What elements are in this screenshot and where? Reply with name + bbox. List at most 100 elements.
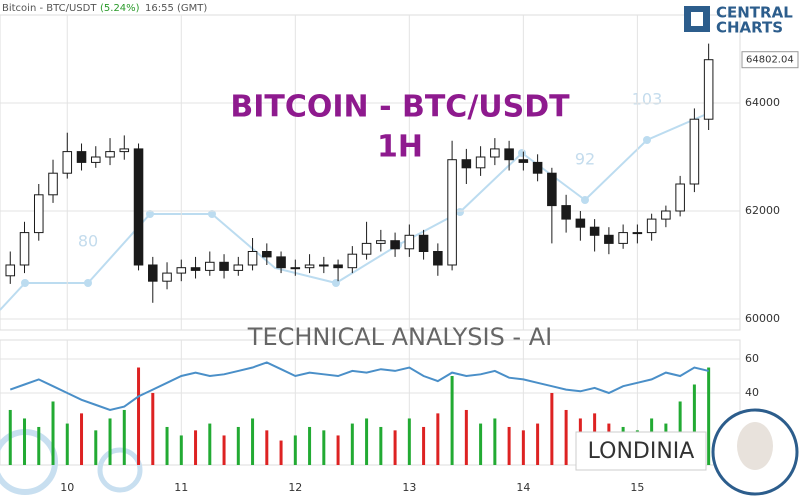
header-symbol: Bitcoin - BTC/USDT (2, 3, 97, 14)
decor-label: 103 (632, 90, 663, 109)
header-change: (5.24%) (100, 3, 140, 14)
volume-bar (379, 426, 383, 465)
candle-body (461, 159, 472, 169)
volume-bar (450, 376, 454, 465)
volume-bar (707, 367, 711, 465)
candle-body (532, 161, 543, 174)
candle-body (19, 232, 30, 266)
volume-bar (507, 426, 511, 465)
volume-bar (265, 430, 269, 465)
volume-bar (65, 423, 69, 465)
volume-bar (564, 409, 568, 465)
candle-body (390, 240, 400, 250)
logo-line: CHARTS (716, 19, 783, 37)
candle-body (604, 234, 614, 244)
volume-bar (108, 418, 112, 465)
volume-bar (179, 435, 183, 465)
volume-bar (293, 435, 297, 465)
candle-body (133, 148, 144, 266)
candle-body (675, 183, 685, 212)
candle-body (148, 264, 158, 282)
volume-bar (336, 435, 340, 465)
volume-bar (122, 409, 126, 465)
x-tick-label: 10 (60, 481, 74, 494)
volume-bar (165, 426, 169, 465)
volume-bar (23, 418, 27, 465)
candle-body (304, 264, 315, 269)
volume-bar (393, 430, 397, 465)
volume-bar (692, 384, 696, 465)
candle-body (5, 264, 16, 277)
candle-body (190, 267, 201, 271)
decor-label: 92 (575, 150, 595, 169)
candle-body (319, 264, 329, 267)
logo-icon-inner (691, 12, 703, 26)
y-tick-label: 40 (745, 386, 759, 399)
volume-bar (137, 367, 141, 465)
candle-body (162, 272, 172, 282)
volume-bar (279, 440, 283, 465)
candle-body (176, 267, 187, 274)
volume-bar (251, 418, 255, 465)
logo-line: CENTRAL (716, 4, 793, 22)
candle-body (48, 172, 58, 196)
volume-bar (94, 430, 98, 465)
volume-bar (350, 423, 354, 465)
candle-body (404, 234, 415, 250)
y-tick-label: 64000 (745, 96, 780, 109)
main-panel (0, 14, 741, 331)
candle-body (661, 210, 671, 220)
volume-bar (521, 430, 525, 465)
candle-body (418, 234, 429, 252)
candle-body (561, 205, 571, 220)
chart-subtitle: 1H (377, 130, 423, 165)
candle-body (518, 159, 529, 163)
last-price-label: 64802.04 (746, 55, 794, 66)
candle-body (205, 261, 215, 271)
y-tick-label: 60000 (745, 312, 780, 325)
candle-body (290, 267, 301, 270)
volume-bar (550, 392, 554, 465)
chart-title: BITCOIN - BTC/USDT (230, 90, 570, 125)
candle-body (547, 172, 557, 207)
candle-body (276, 256, 286, 269)
volume-bar (422, 426, 426, 465)
decor-circle (97, 447, 143, 493)
brand-box (575, 431, 707, 471)
candle-body (632, 232, 643, 235)
candle-body (62, 151, 73, 174)
candle-body (475, 156, 486, 169)
avatar-face (737, 422, 773, 470)
candle-body (689, 118, 700, 185)
header-time: 16:55 (GMT) (145, 3, 207, 14)
volume-bar (236, 426, 240, 465)
volume-bar (436, 413, 440, 465)
x-tick-label: 15 (630, 481, 644, 494)
x-tick-label: 11 (174, 481, 188, 494)
decor-label: 80 (78, 232, 98, 251)
candle-body (490, 148, 500, 158)
volume-bar (222, 435, 226, 465)
candle-body (433, 250, 443, 266)
candle-body (262, 250, 272, 258)
y-tick-label: 60 (745, 352, 759, 365)
volume-bar (194, 430, 198, 465)
candle-body (333, 264, 343, 269)
candle-body (76, 151, 87, 163)
volume-bar (493, 418, 497, 465)
candle-body (618, 232, 628, 244)
candle-body (247, 250, 258, 266)
candle-body (347, 253, 358, 269)
volume-bar (51, 401, 55, 465)
candle-body (219, 261, 229, 271)
oscillator-line (9, 361, 709, 412)
candle-body (119, 148, 130, 153)
volume-bar (479, 423, 483, 465)
x-tick-label: 14 (516, 481, 530, 494)
volume-bar (536, 423, 540, 465)
brand: LONDINIA (588, 439, 695, 464)
indicator-panel (0, 339, 741, 466)
volume-bar (8, 409, 12, 465)
candle-body (589, 226, 600, 236)
